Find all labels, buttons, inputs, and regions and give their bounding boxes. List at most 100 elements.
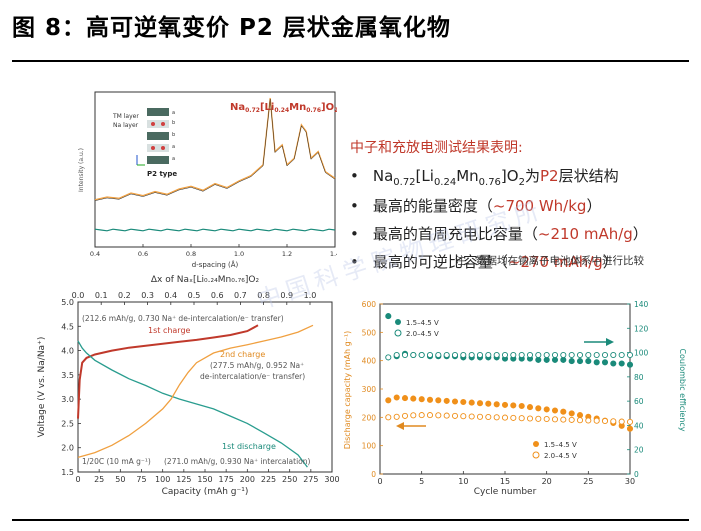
point-efficiency-filled <box>610 360 617 367</box>
point-capacity-filled <box>426 396 434 403</box>
findings-header: 中子和充放电测试结果表明: <box>350 140 523 156</box>
point-capacity-filled <box>410 395 417 402</box>
xrd-ylabel: Intensity (a.u.) <box>78 148 85 192</box>
volt-xtick: 275 <box>303 475 318 484</box>
point-capacity-filled <box>518 402 525 410</box>
cyc-xtick: 10 <box>458 477 468 486</box>
point-efficiency-filled <box>618 360 625 367</box>
point-capacity-filled <box>543 406 550 413</box>
point-capacity-open <box>610 418 617 425</box>
point-capacity-filled <box>468 399 475 406</box>
point-efficiency-open <box>568 351 575 359</box>
point-efficiency-filled <box>576 358 584 365</box>
point-efficiency-open <box>543 351 550 359</box>
point-efficiency-open <box>435 351 442 359</box>
point-capacity-open <box>501 414 509 421</box>
volt-xtick: 150 <box>197 475 212 484</box>
findings-list: 中子和充放电测试结果表明: Na0.72[Li0.24Mn0.76]O2为P2层… <box>350 137 690 279</box>
point-capacity-filled <box>401 395 409 402</box>
volt-top-xtick: 0.5 <box>188 291 201 300</box>
cyc-ylabel2: Coulombic efficiency <box>678 348 687 431</box>
point-capacity-open <box>385 414 392 421</box>
point-capacity-filled <box>493 401 500 408</box>
point-efficiency-filled <box>568 358 575 365</box>
volt-top-xtick: 0.1 <box>95 291 108 300</box>
cyc-xtick: 5 <box>419 477 424 486</box>
diffraction-chart: Intensity (a.u.) d-spacing (Å) 0.4 0.6 0.8… <box>75 90 337 270</box>
cyc-ytick: 200 <box>362 413 377 422</box>
point-capacity-filled <box>443 397 450 404</box>
tm-layer-label: TM layer <box>112 113 139 120</box>
cyc-ytick: 300 <box>362 385 377 394</box>
point-efficiency-open <box>518 351 525 359</box>
volt-xtick: 300 <box>324 475 339 484</box>
point-capacity-open <box>410 412 417 419</box>
volt-top-xlabel: Δx of Naₓ[Li₀.₂₄Mn₀.₇₆]O₂ <box>151 275 260 285</box>
point-efficiency-filled <box>543 356 550 363</box>
second-charge-label: 2nd charge <box>220 350 265 359</box>
volt-top-xtick: 0.9 <box>280 291 293 300</box>
point-capacity-open <box>451 412 459 419</box>
point-efficiency-open <box>401 351 409 359</box>
legend-efficiency: 1.5–4.5 V 2.0–4.5 V <box>394 319 439 338</box>
cyc-y2tick: 20 <box>634 446 644 455</box>
layer-label-b1: b <box>172 120 175 126</box>
point-efficiency-open <box>526 351 534 359</box>
legend-eff-2: 2.0–4.5 V <box>406 330 439 338</box>
volt-xtick: 225 <box>261 475 276 484</box>
legend-cap-1: 1.5–4.5 V <box>544 441 577 449</box>
volt-top-xtick: 0.6 <box>211 291 224 300</box>
volt-top-xtick: 0.8 <box>257 291 270 300</box>
point-capacity-open <box>460 413 467 420</box>
point-efficiency-open <box>593 351 600 359</box>
cyc-xtick: 25 <box>583 477 593 486</box>
cyc-y2tick: 40 <box>634 421 644 430</box>
point-capacity-filled <box>551 407 559 414</box>
point-efficiency-open <box>618 351 625 359</box>
volt-xlabel: Capacity (mAh g⁻¹) <box>162 487 249 497</box>
legend-eff-1: 1.5–4.5 V <box>406 319 439 327</box>
cyc-y2tick: 100 <box>634 349 649 358</box>
volt-ytick: 1.5 <box>61 468 74 477</box>
finding-reversible: 最高的可逆比容量（~270 mAh/g） <box>350 251 690 272</box>
volt-top-xtick: 0.7 <box>234 291 247 300</box>
cycling-chart: Cycle number Discharge capacity (mAh g⁻¹… <box>340 298 690 498</box>
cyc-ytick: 0 <box>371 470 376 479</box>
point-efficiency-open <box>610 351 617 359</box>
point-efficiency-open <box>418 351 425 359</box>
cyc-ytick: 100 <box>362 442 377 451</box>
series-1st-charge <box>77 324 259 419</box>
cyc-xtick: 0 <box>377 477 382 486</box>
point-efficiency-open <box>601 351 609 359</box>
figure-title: 图 8：高可逆氧变价 P2 层状金属氧化物 <box>12 15 451 41</box>
bottom-rule <box>12 519 689 521</box>
point-capacity-filled <box>510 402 517 409</box>
legend-cap-2: 2.0–4.5 V <box>544 452 577 460</box>
point-efficiency-open <box>451 351 459 359</box>
point-capacity-open <box>618 418 625 425</box>
point-capacity-filled <box>576 412 584 419</box>
efficiency-arrow <box>584 338 614 346</box>
point-capacity-open <box>426 412 434 419</box>
top-rule <box>12 60 689 62</box>
volt-xtick: 25 <box>94 475 104 484</box>
volt-top-xtick: 0.0 <box>72 291 85 300</box>
point-capacity-filled <box>526 404 534 411</box>
point-efficiency-open <box>510 351 517 359</box>
point-efficiency-open <box>493 351 500 359</box>
point-capacity-filled <box>501 401 509 408</box>
point-capacity-filled <box>560 408 567 415</box>
point-efficiency-open <box>560 351 567 359</box>
cyc-y2tick: 120 <box>634 324 649 333</box>
volt-top-xtick: 0.3 <box>141 291 154 300</box>
point-capacity-filled <box>385 397 392 404</box>
cyc-ytick: 400 <box>362 357 377 366</box>
point-efficiency-open <box>393 351 400 359</box>
point-capacity-filled <box>451 398 459 405</box>
rate-label: 1/20C (10 mA g⁻¹) <box>82 457 151 466</box>
layer-label-a3: a <box>172 156 175 162</box>
volt-top-xtick: 1.0 <box>304 291 317 300</box>
point-efficiency-open <box>476 351 484 359</box>
point-capacity-open <box>551 416 559 423</box>
point-efficiency-open <box>535 351 542 359</box>
